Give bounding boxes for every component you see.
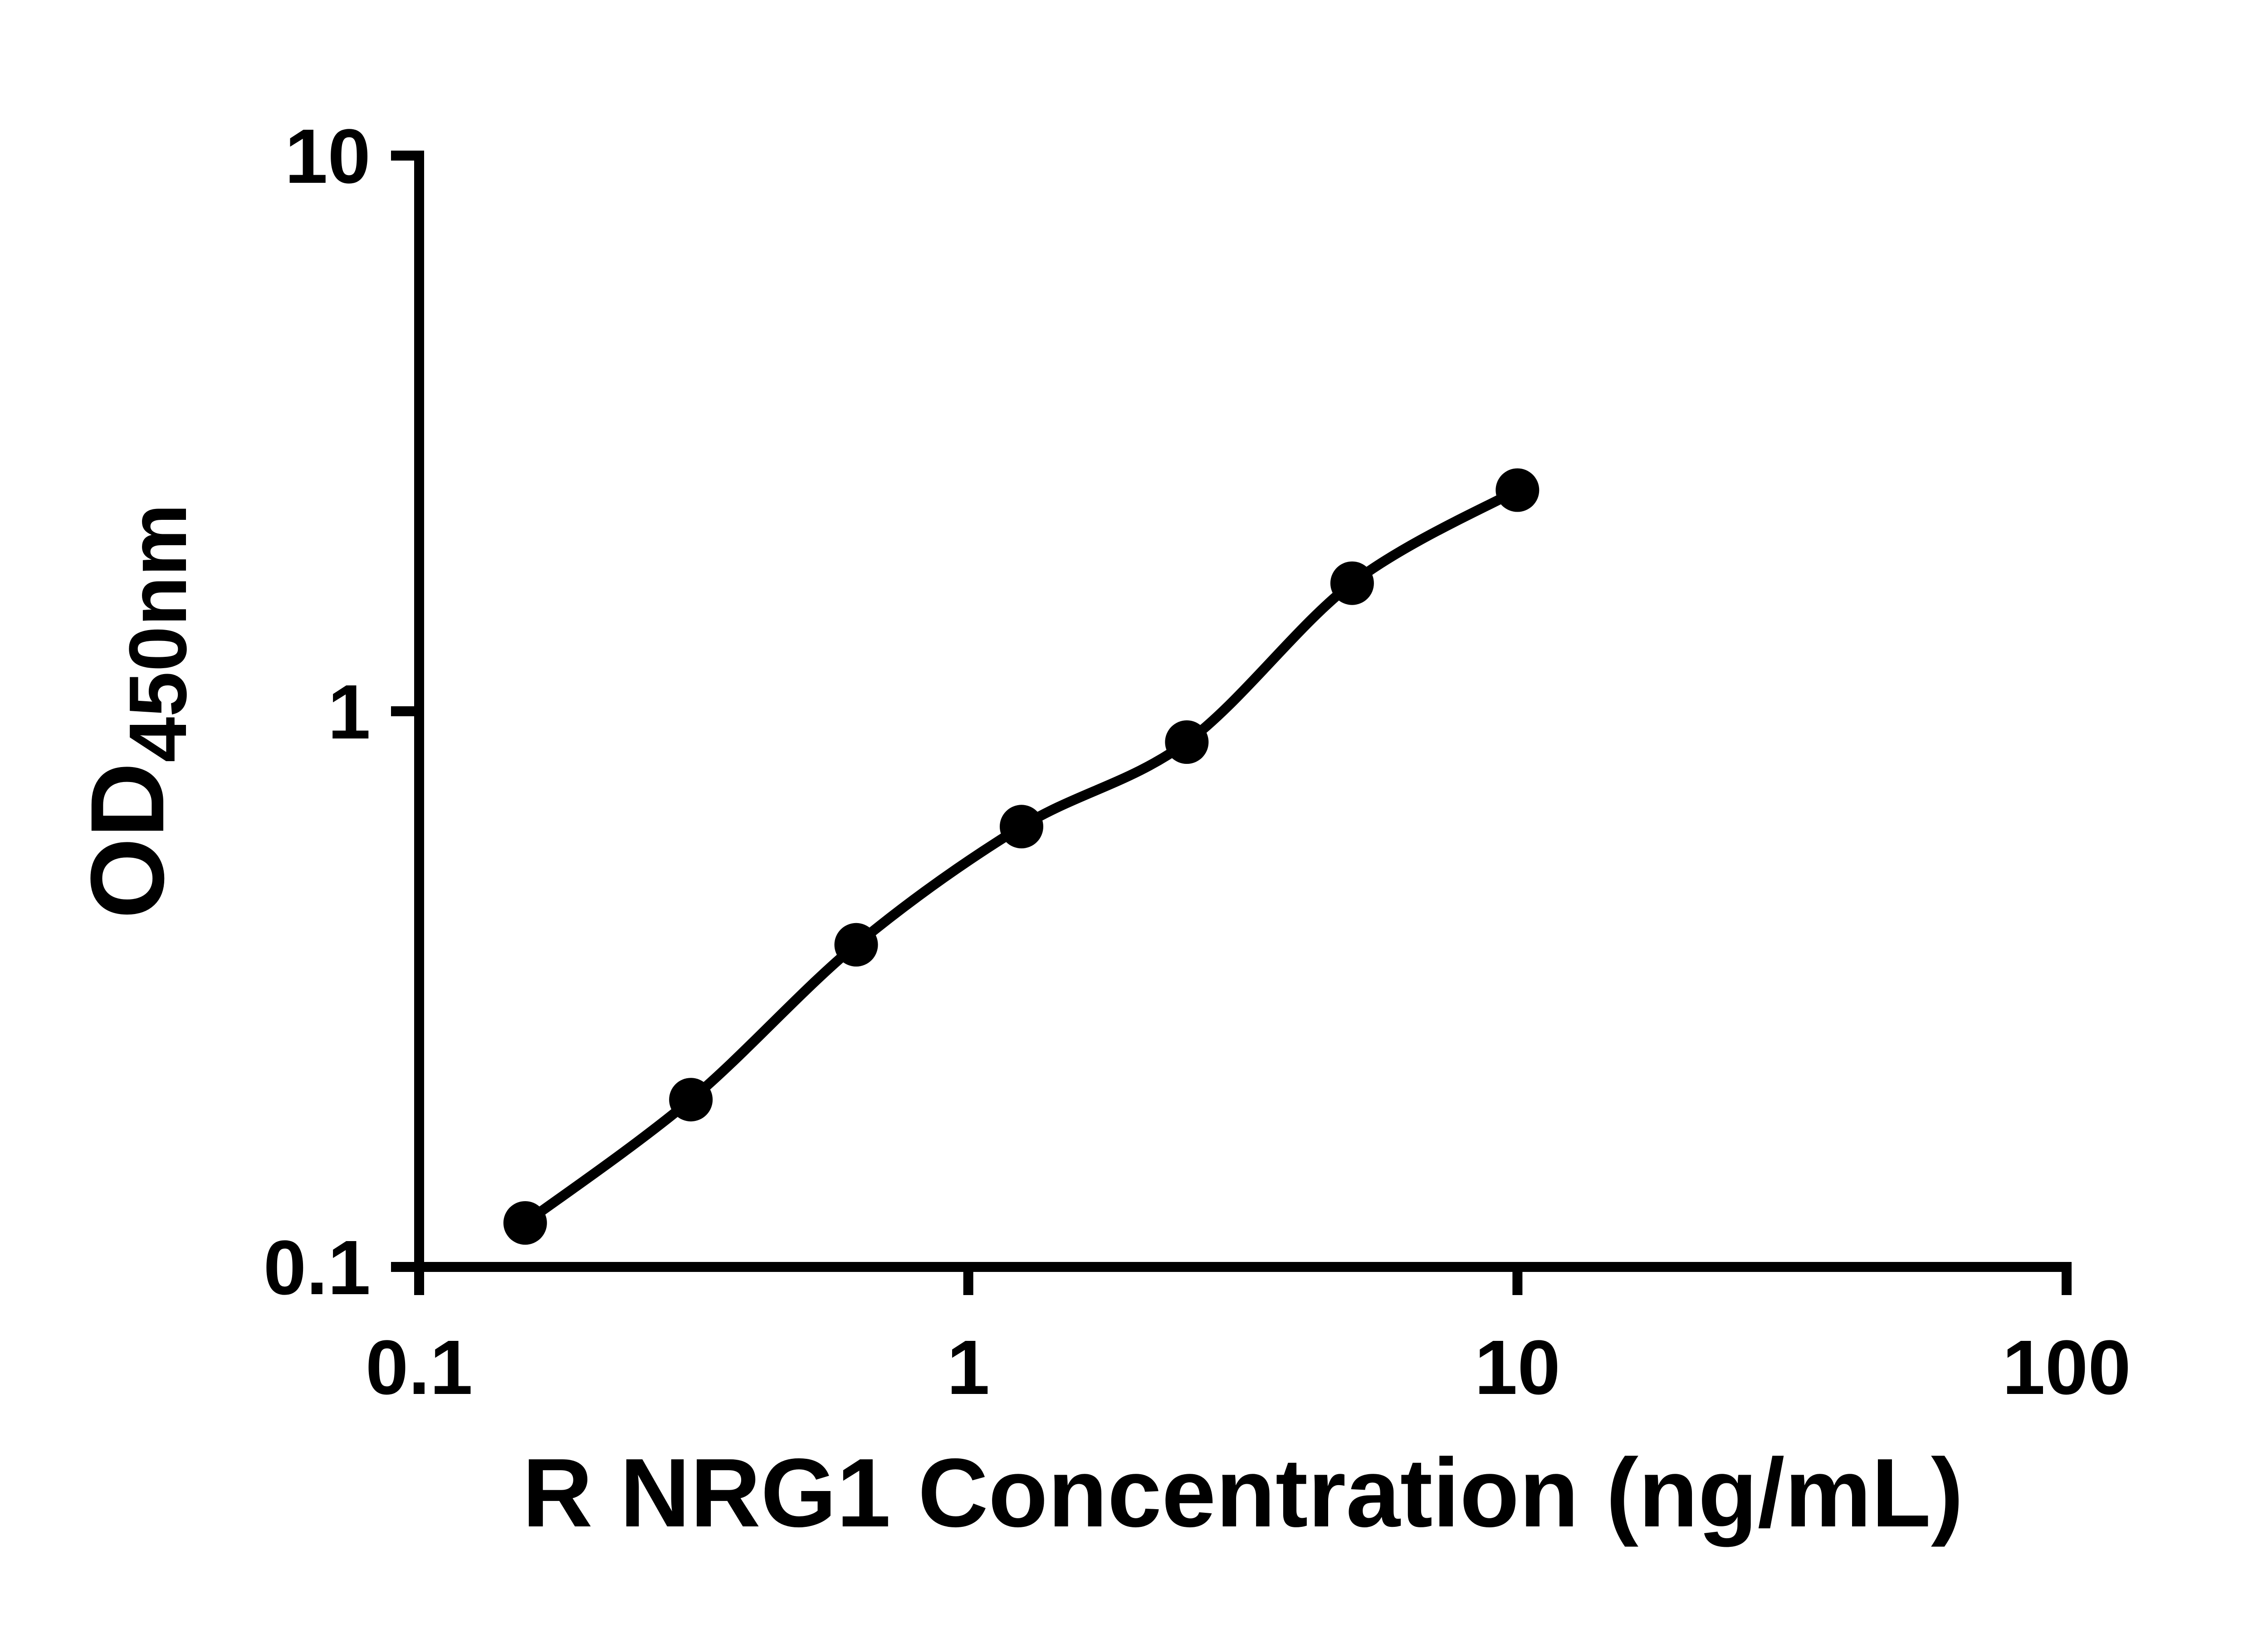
data-point [1165,720,1209,764]
y-tick-label: 0.1 [264,1225,371,1311]
data-point [1496,468,1540,512]
x-tick-label: 100 [2002,1325,2131,1411]
x-axis-title: R NRG1 Concentration (ng/mL) [522,1438,1963,1547]
y-axis-title-subscript: 450nm [112,504,204,762]
data-point [503,1201,547,1245]
data-point [1000,805,1043,849]
y-axis-title: OD450nm [69,504,204,919]
y-axis-title-main: OD [69,763,186,919]
y-tick-label: 10 [285,113,371,200]
x-tick-label: 1 [947,1325,990,1411]
y-tick-label: 1 [327,669,371,755]
data-point [834,923,878,967]
data-point [1330,561,1374,605]
data-point [669,1078,713,1122]
series-r-nrg1-standard-curve [503,468,1540,1245]
x-tick-label: 10 [1475,1325,1560,1411]
x-tick-label: 0.1 [366,1325,473,1411]
